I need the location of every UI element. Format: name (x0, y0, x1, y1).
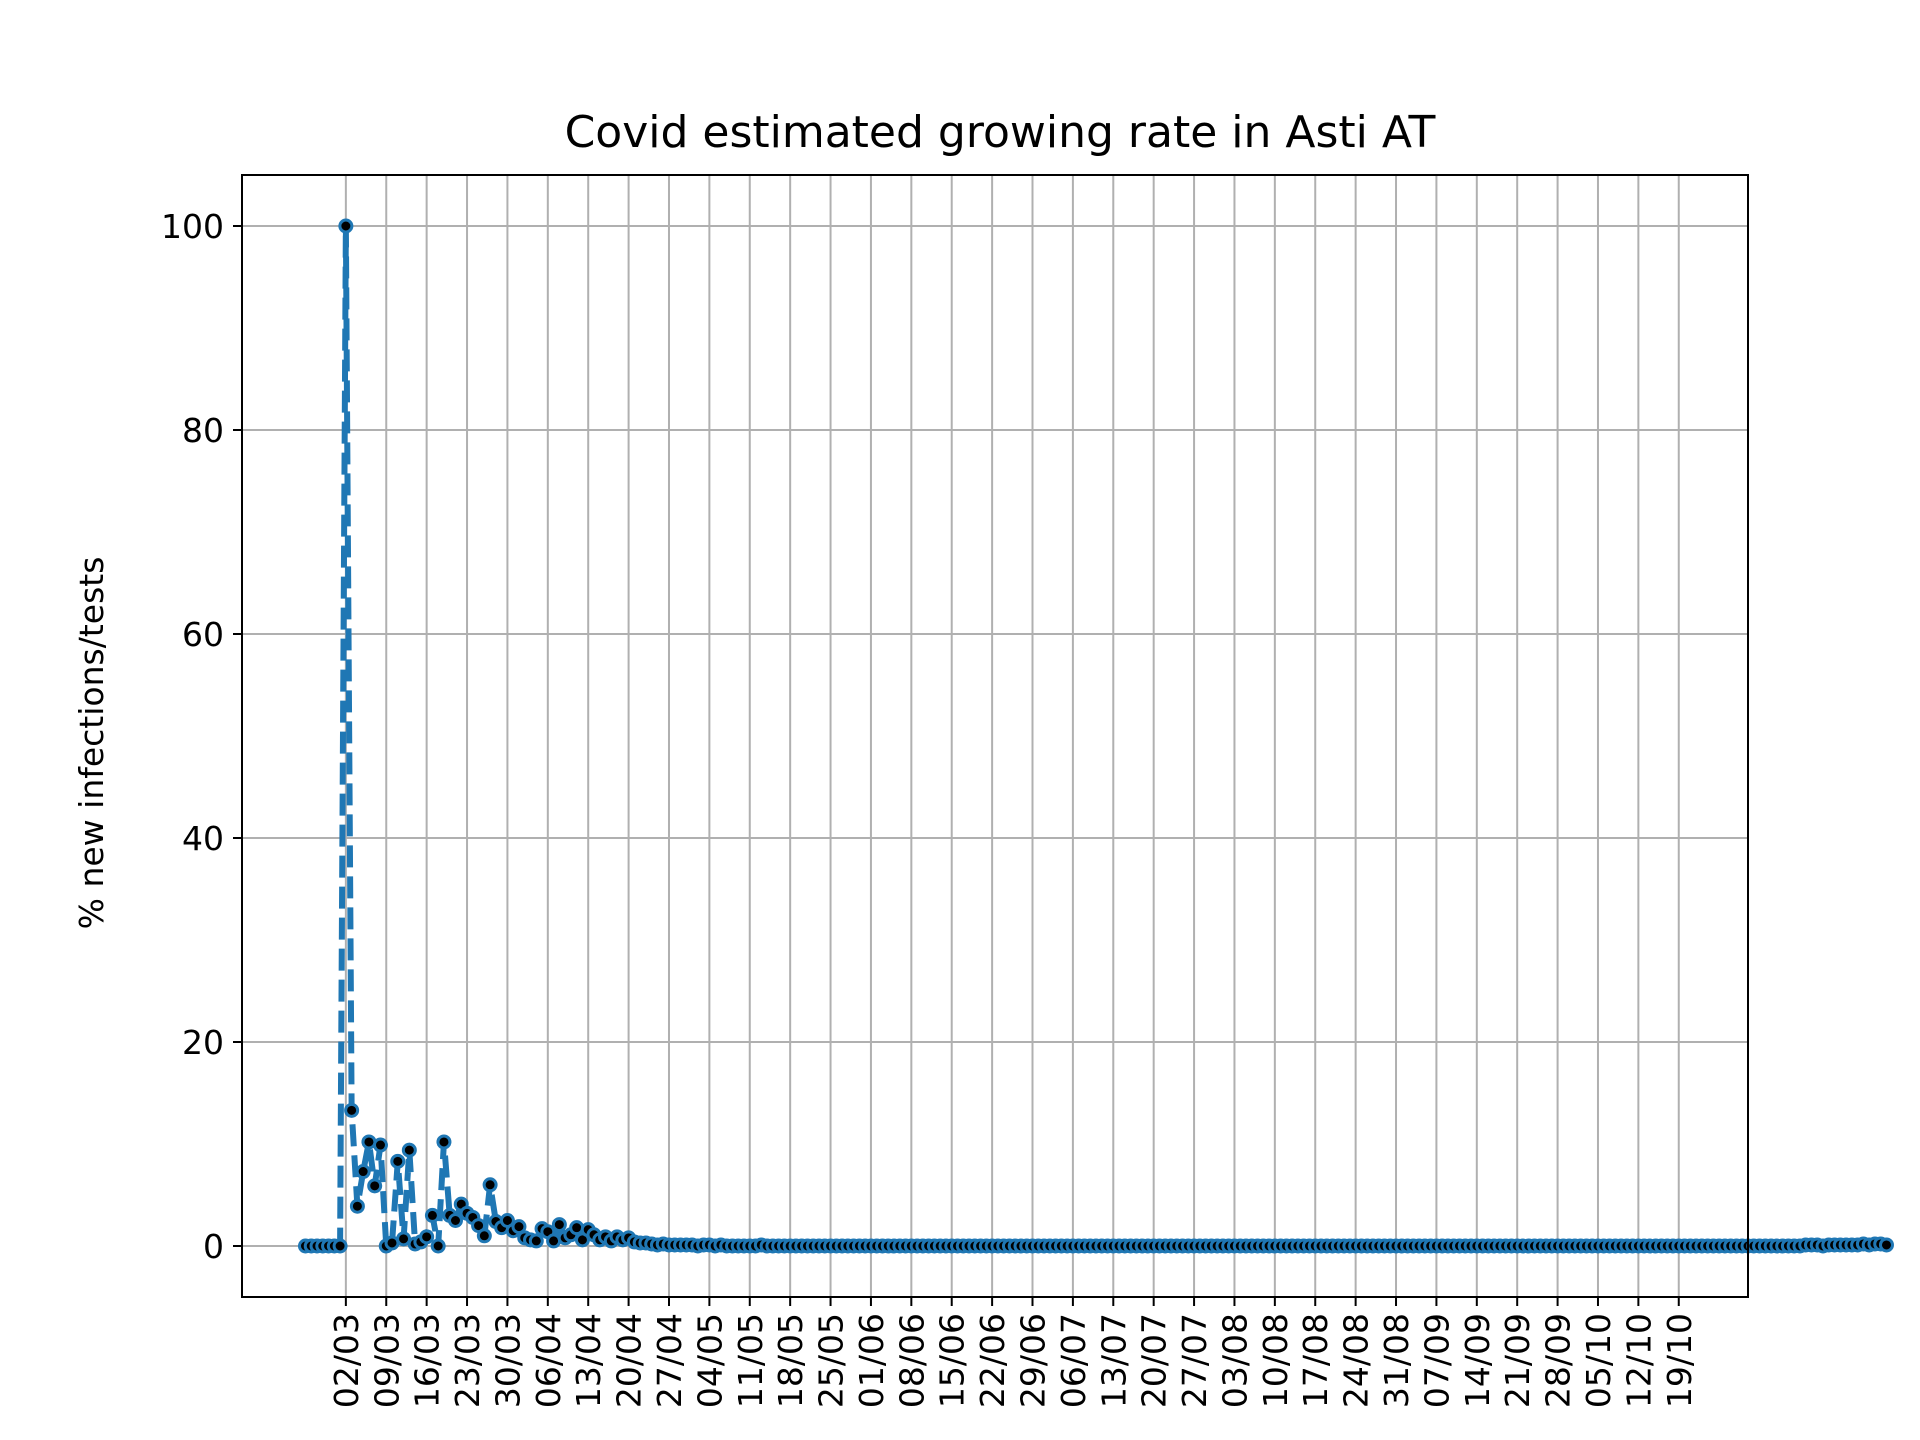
x-tick-label: 13/04 (569, 1313, 608, 1408)
x-tick-label: 25/05 (812, 1313, 851, 1408)
x-tick-label: 28/09 (1539, 1313, 1578, 1408)
x-tick-label: 05/10 (1579, 1313, 1618, 1408)
y-tick-label: 20 (182, 1023, 224, 1062)
y-axis-ticks: 0 20 40 60 80 100 (161, 207, 242, 1266)
x-tick-label: 08/06 (892, 1313, 931, 1408)
x-tick-label: 11/05 (731, 1313, 770, 1408)
y-tick-label: 60 (182, 615, 224, 654)
x-tick-label: 31/08 (1377, 1313, 1416, 1408)
data-point (424, 1207, 440, 1223)
data-point (511, 1219, 527, 1235)
data-point (332, 1238, 348, 1254)
data-point (528, 1233, 544, 1249)
data-point (344, 1102, 360, 1118)
data-point (372, 1137, 388, 1153)
y-tick-label: 100 (161, 207, 224, 246)
x-tick-label: 30/03 (488, 1313, 527, 1408)
data-point (551, 1217, 567, 1233)
series-layer (297, 218, 1894, 1254)
data-point (355, 1164, 371, 1180)
x-tick-label: 27/04 (650, 1313, 689, 1408)
data-point (447, 1213, 463, 1228)
x-tick-label: 23/03 (448, 1313, 487, 1408)
x-tick-label: 12/10 (1619, 1313, 1658, 1408)
x-tick-label: 18/05 (771, 1313, 810, 1408)
x-tick-label: 07/09 (1417, 1313, 1456, 1408)
y-tick-label: 40 (182, 819, 224, 858)
x-tick-label: 19/10 (1660, 1313, 1699, 1408)
data-point (1878, 1237, 1894, 1253)
data-point (349, 1198, 365, 1214)
y-tick-label: 80 (182, 411, 224, 450)
x-tick-label: 14/09 (1458, 1313, 1497, 1408)
x-tick-label: 04/05 (690, 1313, 729, 1408)
data-point (482, 1177, 498, 1193)
data-point (396, 1231, 412, 1247)
data-point (338, 218, 354, 234)
x-tick-label: 17/08 (1296, 1313, 1335, 1408)
x-tick-label: 24/08 (1337, 1313, 1376, 1408)
data-point (401, 1142, 417, 1158)
x-tick-label: 06/07 (1054, 1313, 1093, 1408)
y-axis-label: % new infections/tests (72, 557, 111, 930)
x-tick-label: 10/08 (1256, 1313, 1295, 1408)
x-tick-label: 16/03 (408, 1313, 447, 1408)
series-line (305, 223, 1888, 1249)
x-tick-label: 21/09 (1498, 1313, 1537, 1408)
x-tick-label: 02/03 (327, 1313, 366, 1408)
data-point (419, 1229, 435, 1245)
data-point (569, 1220, 585, 1236)
grid-lines (242, 175, 1748, 1297)
x-tick-label: 15/06 (933, 1313, 972, 1408)
x-tick-label: 29/06 (1014, 1313, 1053, 1408)
y-tick-label: 0 (203, 1227, 224, 1266)
data-point (476, 1228, 492, 1244)
x-tick-label: 20/07 (1135, 1313, 1174, 1408)
x-tick-label: 06/04 (529, 1313, 568, 1408)
x-tick-label: 13/07 (1094, 1313, 1133, 1408)
data-point (390, 1153, 406, 1169)
x-tick-label: 01/06 (852, 1313, 891, 1408)
x-tick-label: 09/03 (367, 1313, 406, 1408)
data-point (436, 1134, 452, 1150)
data-point (430, 1238, 446, 1254)
x-tick-label: 03/08 (1215, 1313, 1254, 1408)
x-tick-label: 27/07 (1175, 1313, 1214, 1408)
plot-frame (241, 174, 1749, 1298)
chart-title: Covid estimated growing rate in Asti AT (565, 107, 1436, 158)
x-tick-label: 22/06 (973, 1313, 1012, 1408)
x-axis-ticks: 02/03 09/03 16/03 23/03 30/03 06/04 13/04 20/04… (327, 1297, 1699, 1408)
data-point (367, 1178, 383, 1194)
x-tick-label: 20/04 (610, 1313, 649, 1408)
